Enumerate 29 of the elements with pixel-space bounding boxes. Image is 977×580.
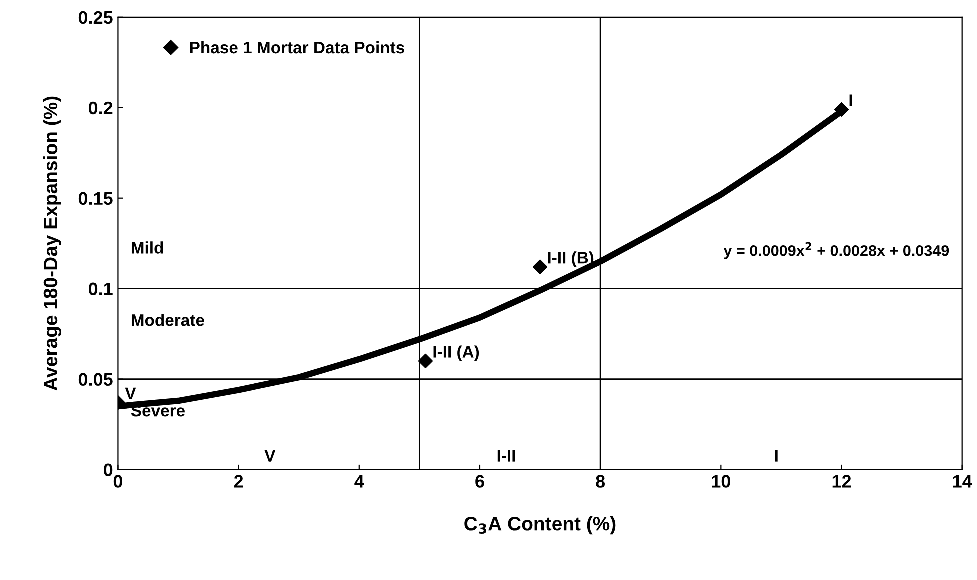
annotation: I-II xyxy=(498,450,516,462)
annotation: I xyxy=(775,450,778,462)
y-tick-label: 0 xyxy=(104,464,113,477)
x-tick-label: 6 xyxy=(476,475,484,488)
point xyxy=(532,260,548,274)
annotation: y = 0.0009x$^{2}$ + 0.0028x + 0.0349 xyxy=(724,242,950,260)
legend-label: Phase 1 Mortar Data Points xyxy=(190,41,404,54)
x-tick-label: 12 xyxy=(832,475,852,488)
annotation: I xyxy=(850,94,852,106)
y-tick-label: 0.25 xyxy=(78,11,113,24)
annotation: Moderate xyxy=(132,314,204,326)
x-tick-label: 4 xyxy=(354,475,364,488)
annotation: V xyxy=(125,388,136,400)
y-tick-label: 0.1 xyxy=(88,282,113,296)
x-tick-label: 14 xyxy=(953,475,972,488)
point xyxy=(834,102,850,117)
x-axis-title: C$_{3}$A Content (%) xyxy=(464,516,616,535)
x-tick-label: 8 xyxy=(596,475,606,488)
x-tick-label: 0 xyxy=(114,475,122,488)
point xyxy=(418,354,434,369)
annotation: I-II (A) xyxy=(434,346,480,362)
x-tick-label: 2 xyxy=(234,475,244,488)
annotation: V xyxy=(264,450,276,462)
annotation: Mild xyxy=(132,242,164,254)
y-axis-title: Average 180-Day Expansion (%) xyxy=(43,96,62,391)
y-tick-label: 0.05 xyxy=(78,373,113,386)
y-tick-label: 0.15 xyxy=(78,192,113,206)
y-tick-label: 0.2 xyxy=(88,102,113,115)
x-tick-label: 10 xyxy=(712,475,730,488)
